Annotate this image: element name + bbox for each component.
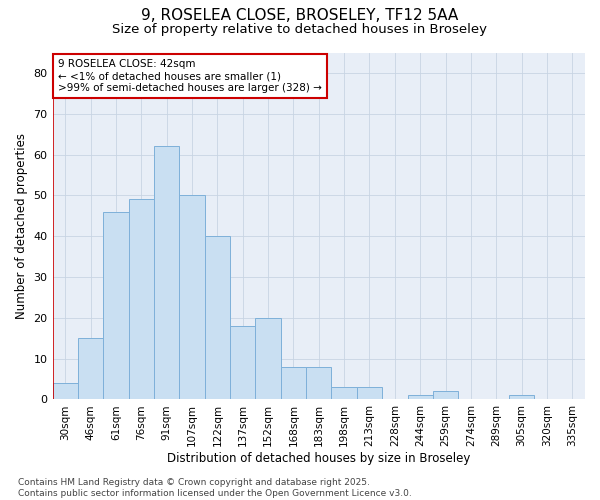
Bar (205, 236, 230, 400)
X-axis label: Distribution of detached houses by size in Broseley: Distribution of detached houses by size … (167, 452, 470, 465)
Bar (306, 367, 331, 400)
Bar (509, 396, 534, 400)
Bar (103, 212, 128, 400)
Bar (281, 367, 306, 400)
Bar (78, 338, 103, 400)
Text: Size of property relative to detached houses in Broseley: Size of property relative to detached ho… (113, 22, 487, 36)
Text: Contains HM Land Registry data © Crown copyright and database right 2025.
Contai: Contains HM Land Registry data © Crown c… (18, 478, 412, 498)
Bar (53, 383, 78, 400)
Bar (433, 392, 458, 400)
Text: 9 ROSELEA CLOSE: 42sqm
← <1% of detached houses are smaller (1)
>99% of semi-det: 9 ROSELEA CLOSE: 42sqm ← <1% of detached… (58, 60, 322, 92)
Bar (331, 387, 357, 400)
Bar (407, 396, 433, 400)
Text: 9, ROSELEA CLOSE, BROSELEY, TF12 5AA: 9, ROSELEA CLOSE, BROSELEY, TF12 5AA (142, 8, 458, 22)
Y-axis label: Number of detached properties: Number of detached properties (15, 133, 28, 319)
Bar (357, 387, 382, 400)
Bar (128, 200, 154, 400)
Bar (179, 196, 205, 400)
Bar (154, 146, 179, 400)
Bar (256, 318, 281, 400)
Bar (230, 326, 256, 400)
